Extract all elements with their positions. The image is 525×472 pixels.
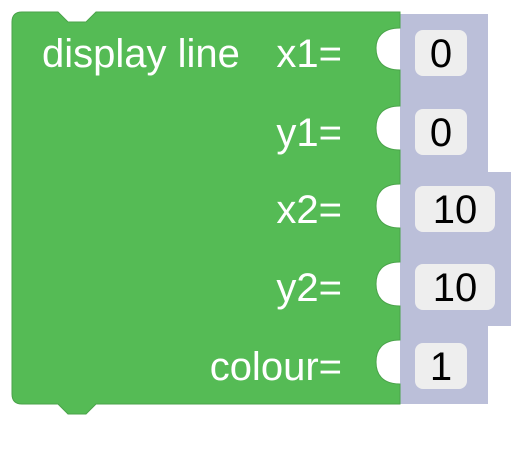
y2-label: y2= (276, 266, 342, 310)
y1-value-field[interactable] (415, 109, 467, 155)
x2-number-block[interactable]: 10 (400, 172, 511, 250)
colour-number-block[interactable]: 1 (400, 326, 488, 404)
x1-value: 0 (430, 32, 452, 76)
x1-label: x1= (276, 32, 342, 76)
x2-label: x2= (276, 188, 342, 232)
x2-value-field[interactable] (415, 186, 495, 232)
x1-number-block[interactable]: 0 (400, 14, 488, 96)
y2-value-field[interactable] (415, 264, 495, 310)
y1-number-block[interactable]: 0 (400, 94, 488, 174)
y2-number-block[interactable]: 10 (400, 250, 511, 326)
y1-value: 0 (430, 111, 452, 155)
block-title: display line (42, 32, 240, 76)
colour-label: colour= (210, 345, 342, 389)
y2-value: 10 (433, 266, 478, 310)
colour-value: 1 (430, 345, 452, 389)
y1-label: y1= (276, 111, 342, 155)
colour-value-field[interactable] (415, 343, 467, 389)
x1-value-field[interactable] (415, 30, 467, 76)
display-line-block[interactable] (11, 11, 401, 415)
x2-value: 10 (433, 188, 478, 232)
